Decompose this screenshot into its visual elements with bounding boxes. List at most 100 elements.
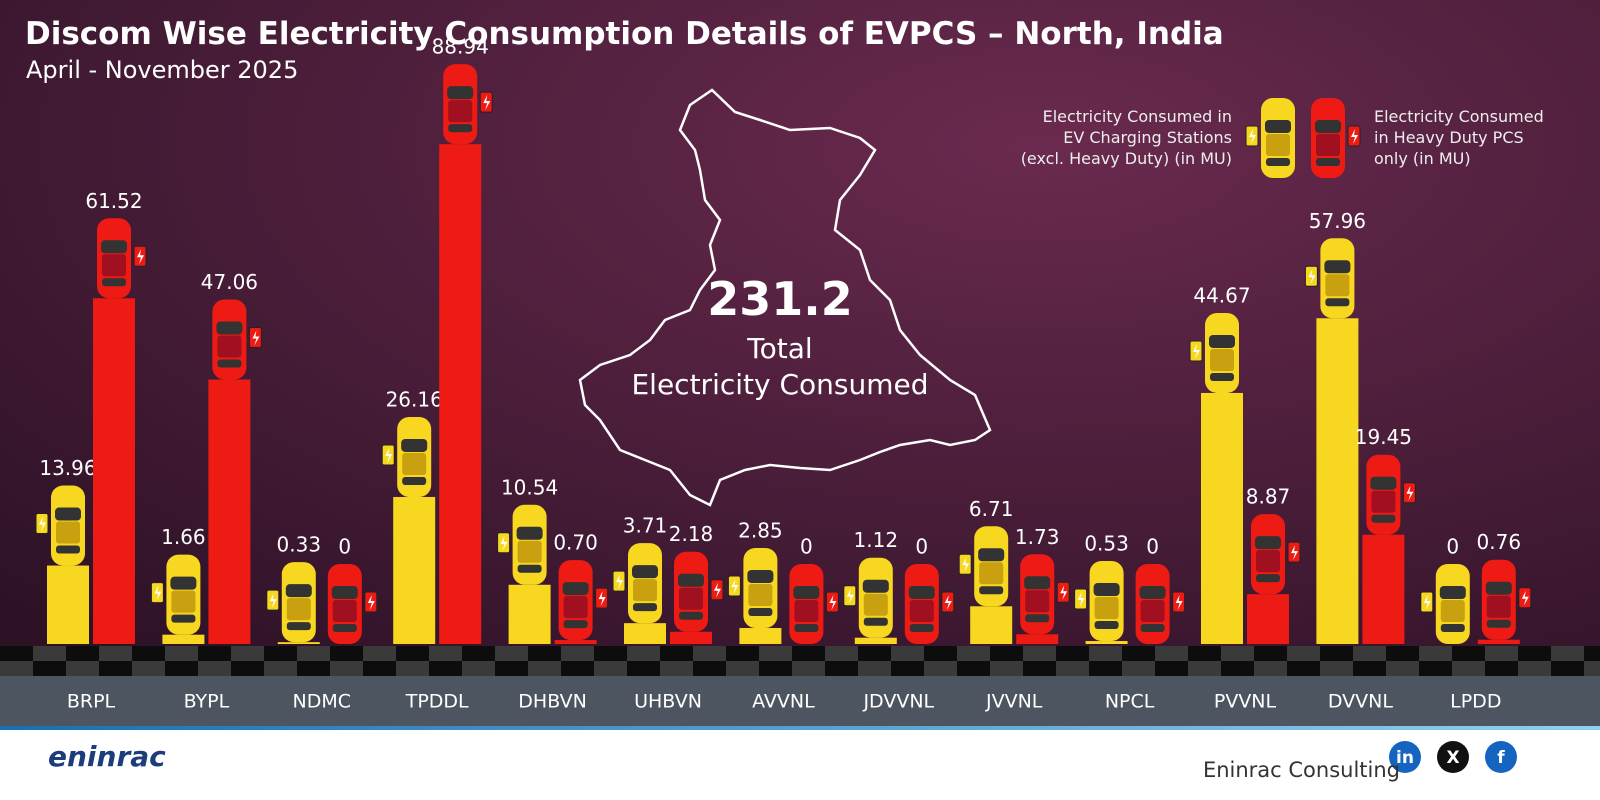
car-icon [381,416,432,497]
car-window [632,565,658,579]
car-window [170,576,197,590]
checker [957,661,990,676]
car-roof [171,590,196,613]
car-roof [1440,600,1465,622]
bar [162,634,205,644]
car-roof [633,579,657,602]
car-icon [1189,312,1239,393]
bar [670,631,712,644]
checker [1386,646,1419,661]
car-icon [212,299,262,380]
checker [1320,646,1353,661]
car-window [171,614,196,623]
value-label: 61.52 [85,189,142,213]
bar [1362,534,1405,644]
car-icon [327,564,378,644]
car-icon [1251,514,1301,595]
checker [726,646,759,661]
car-window [748,607,773,616]
legend-label: Electricity Consumed in Heavy Duty PCS o… [1374,107,1544,168]
car-icon [958,526,1009,607]
value-label: 6.71 [969,497,1014,521]
checker [165,661,198,676]
checker [561,661,594,676]
checker [429,661,462,676]
bar [624,623,666,644]
checker [330,661,363,676]
bar [1085,641,1128,644]
checker [1056,661,1089,676]
car-icon [97,218,147,299]
car-icon [1074,561,1124,642]
social-icon[interactable] [1485,741,1517,773]
car-icon [443,64,493,145]
checker [99,646,132,661]
checker [1188,646,1221,661]
checker [825,646,858,661]
social-icon[interactable] [1389,741,1421,773]
checker [1056,646,1089,661]
checker [561,646,594,661]
value-label: 1.66 [161,525,206,549]
checker [990,646,1023,661]
checker [1353,646,1386,661]
car-window [1256,574,1280,583]
car-icon [789,564,839,644]
bar [554,640,597,644]
checker [1518,646,1551,661]
car-icon [843,557,893,638]
checker [858,661,891,676]
charger-bolt [1291,545,1298,561]
car-roof [1094,597,1119,620]
car-window [447,86,474,100]
car-window [678,573,704,587]
bar [1201,392,1243,644]
car-roof [863,593,888,616]
value-label: 57.96 [1309,209,1366,233]
car-icon [150,554,201,635]
social-icon-label: in [1396,748,1414,768]
car-window [1486,619,1511,628]
x-tick-label: BRPL [67,691,116,713]
checker [132,646,165,661]
checker [693,646,726,661]
value-label: 0 [800,535,813,559]
total-value: 231.2 [707,272,853,326]
bar [970,606,1013,644]
car-icon [904,564,955,644]
car-roof [563,596,588,619]
checker [1485,661,1518,676]
bar [1477,639,1520,644]
charger-bolt [269,593,277,609]
x-tick-label: JVVNL [985,691,1043,713]
checker [1584,646,1600,661]
car-window [1094,621,1119,630]
car-roof [1256,550,1280,573]
car-window [1324,260,1351,274]
car-window [1024,576,1051,590]
checker [759,646,792,661]
charger-bolt [616,574,623,590]
charger-bolt [829,595,837,610]
car-roof [1371,490,1396,513]
x-tick-label: NDMC [293,691,352,713]
car-roof [748,583,773,606]
checker [132,661,165,676]
car-window [1265,120,1291,133]
social-icon[interactable] [1437,741,1469,773]
checker [330,646,363,661]
bar [1316,318,1359,644]
charger-bolt [1423,595,1431,610]
checker [1254,646,1287,661]
checker [858,646,891,661]
charger-bolt [731,578,739,594]
car-icon [674,551,724,632]
checker [1089,646,1122,661]
car-window [979,586,1004,595]
brand-name: Eninrac Consulting [1202,758,1400,782]
car-window [1316,158,1340,166]
logo: eninrac [48,740,166,773]
car-window [402,476,427,485]
checker [66,661,99,676]
checker [693,661,726,676]
